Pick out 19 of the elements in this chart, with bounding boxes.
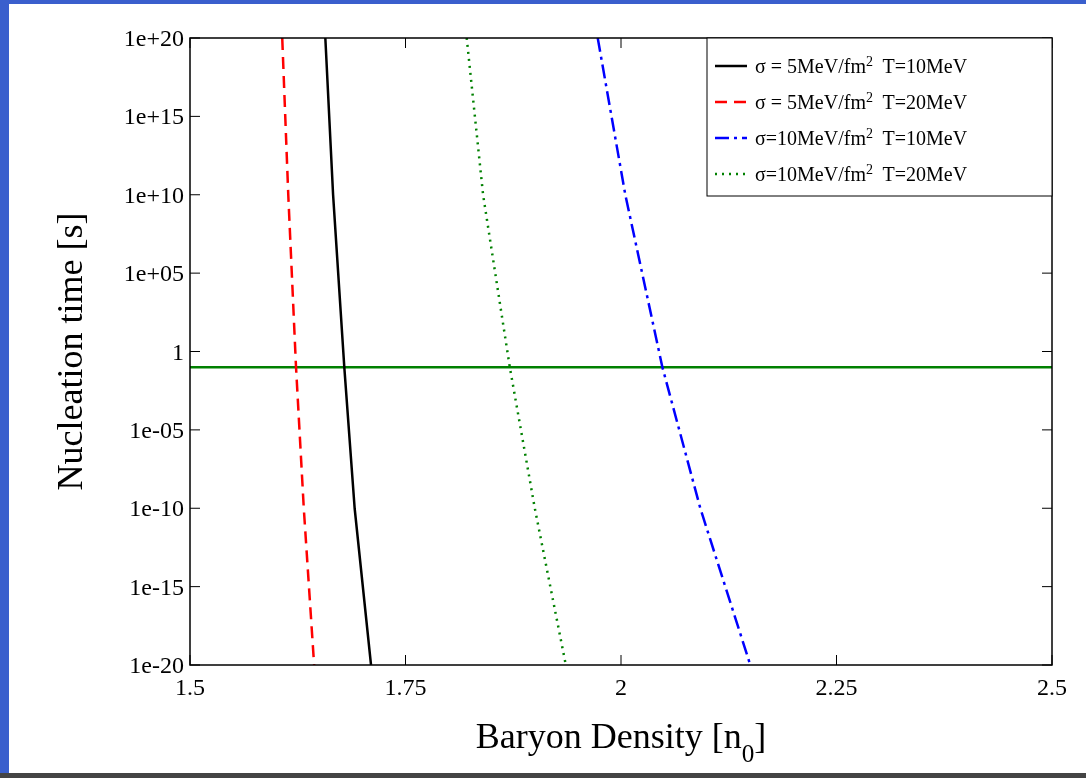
- x-tick-label: 2.5: [1037, 674, 1067, 700]
- y-tick-label: 1: [172, 338, 184, 365]
- legend-label: σ = 5MeV/fm$^{2}$ T=10MeV: [755, 53, 968, 77]
- y-tick-label: 1e+15: [123, 103, 184, 130]
- x-axis-title: Baryon Density [n$_{0}$]: [475, 716, 767, 767]
- legend-label: σ = 5MeV/fm$^{2}$ T=20MeV: [755, 89, 968, 113]
- x-tick-label: 2: [615, 674, 627, 700]
- x-tick-label: 2.25: [815, 674, 858, 700]
- line-series: [596, 38, 752, 665]
- y-tick-label: 1e+05: [123, 260, 184, 287]
- y-tick-label: 1e-10: [129, 495, 184, 522]
- x-tick-label: 1.75: [384, 674, 427, 700]
- y-tick-label: 1e+20: [123, 25, 184, 51]
- y-tick-label: 1e-15: [129, 573, 184, 600]
- legend-label: σ=10MeV/fm$^{2}$ T=20MeV: [755, 161, 968, 185]
- y-tick-label: 1e-05: [129, 416, 184, 443]
- y-tick-label: 1e+10: [123, 181, 184, 208]
- legend-label: σ=10MeV/fm$^{2}$ T=10MeV: [755, 125, 968, 149]
- y-axis-title: Nucleation time [s]: [50, 212, 90, 491]
